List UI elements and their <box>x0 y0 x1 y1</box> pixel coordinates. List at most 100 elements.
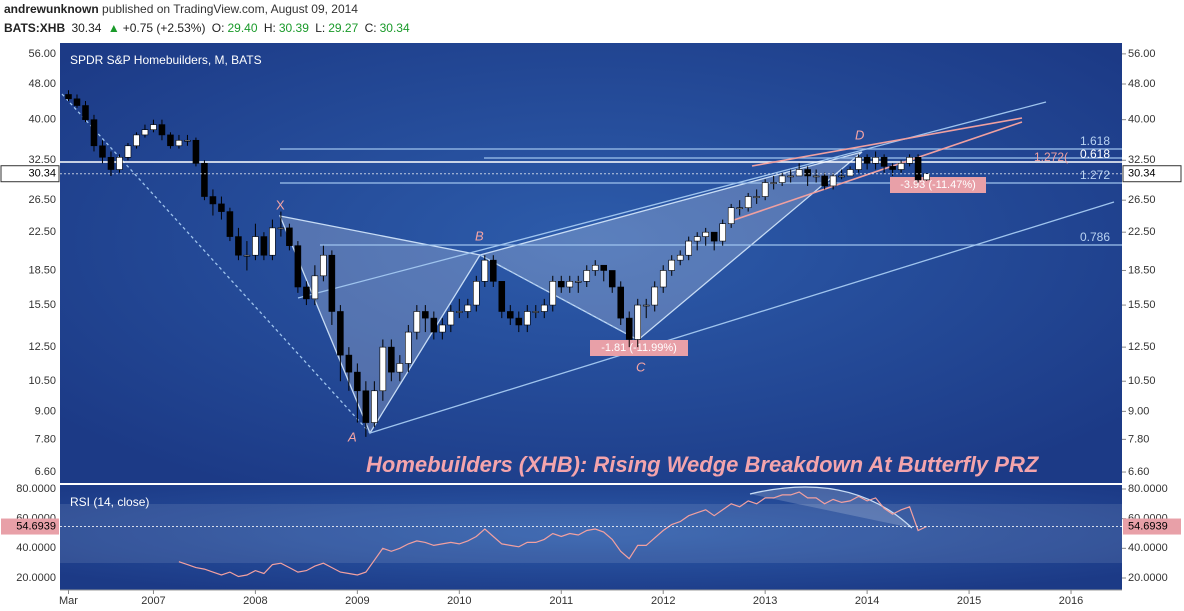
author[interactable]: andrewunknown <box>4 2 99 16</box>
candle-body <box>422 311 429 319</box>
move-label: -3.93 (-11.47%) <box>900 179 976 191</box>
published: published on TradingView.com, August 09,… <box>102 2 358 16</box>
candle-body <box>897 163 905 170</box>
candle-body <box>226 211 234 237</box>
rsi-tick-label: 20.0000 <box>1128 572 1168 584</box>
y-tick-label: 10.50 <box>1128 375 1156 387</box>
candle-body <box>583 270 591 282</box>
candle-body <box>693 236 701 242</box>
candle-body <box>600 264 608 271</box>
fib-labels: 1.618 0.618 1.272( 1.272 0.786 <box>1034 134 1110 244</box>
candle-body <box>608 270 616 288</box>
candle-body <box>413 311 421 333</box>
price: 30.34 <box>71 21 102 35</box>
rsi-band <box>60 504 1122 563</box>
point-label: X <box>276 197 285 212</box>
lower-channel <box>369 201 1115 434</box>
candle-body <box>252 236 259 256</box>
candle-body <box>65 94 72 100</box>
last-price-label: 30.34 <box>1128 168 1156 180</box>
trend-dashed <box>61 93 371 434</box>
candle-body <box>175 139 183 147</box>
candle-body <box>507 311 514 319</box>
rsi-last-label: 54.6939 <box>16 520 56 532</box>
candle-body <box>795 169 803 177</box>
candle-body <box>303 286 310 300</box>
candle-body <box>804 169 811 177</box>
last-price-label: 30.34 <box>28 168 56 180</box>
y-tick-label: 40.00 <box>28 114 56 126</box>
wedge-bottom <box>727 121 1023 223</box>
rsi-last-box <box>1123 518 1181 535</box>
candle-body <box>498 281 506 312</box>
x-tick-label: 2008 <box>243 595 267 607</box>
candle-body <box>218 203 225 212</box>
rsi-last-box <box>1 518 59 535</box>
candle-body <box>269 227 276 256</box>
y-tick-label: 56.00 <box>1128 48 1156 60</box>
candle-body <box>736 207 743 210</box>
candle-body <box>90 119 98 147</box>
candle-body <box>659 270 667 288</box>
y-tick-label: 12.50 <box>1128 341 1156 353</box>
candle-body <box>107 156 115 170</box>
wedge-upper-channel <box>297 101 1047 299</box>
candle-body <box>73 98 81 106</box>
y-tick-label: 6.60 <box>1128 466 1149 478</box>
x-tick-label: 2015 <box>957 595 981 607</box>
rsi-tick-label: 40.0000 <box>1128 542 1168 554</box>
y-tick-label: 26.50 <box>28 194 56 206</box>
candle-body <box>872 156 879 164</box>
candle-body <box>642 304 650 307</box>
candle-body <box>354 371 361 392</box>
candle-body <box>320 254 327 277</box>
up-arrow: ▲ <box>107 21 120 35</box>
candle-body <box>846 169 854 177</box>
candle-body <box>770 182 777 184</box>
candle-body <box>116 156 123 170</box>
candle-body <box>549 281 557 306</box>
candle-body <box>566 281 574 288</box>
candle-body <box>710 231 718 242</box>
candle-body <box>167 134 174 147</box>
candle-body <box>787 175 794 178</box>
candle-body <box>651 286 658 306</box>
candle-body <box>625 317 633 340</box>
candle-body <box>668 259 675 271</box>
fib-label: 1.272 <box>1080 168 1110 182</box>
move-box <box>890 177 986 193</box>
wedge-top <box>751 117 1023 167</box>
point-label: B <box>475 228 484 243</box>
candle-body <box>829 175 837 187</box>
candle-body <box>396 363 404 373</box>
candle-body <box>906 156 913 164</box>
candle-body <box>855 156 862 170</box>
high: 30.39 <box>278 21 309 35</box>
candle-body <box>141 129 149 136</box>
candle-body <box>209 196 217 205</box>
y-tick-label: 56.00 <box>28 48 56 60</box>
candle-body <box>379 346 387 392</box>
low: 29.27 <box>328 21 359 35</box>
y-tick-label: 6.60 <box>35 466 56 478</box>
candle-body <box>337 311 344 356</box>
x-tick-label: 2014 <box>855 595 879 607</box>
candle-body <box>260 236 268 256</box>
y-tick-label: 7.80 <box>35 433 56 445</box>
candle-body <box>821 175 828 187</box>
y-tick-label: 10.50 <box>28 375 56 387</box>
candle-body <box>371 390 378 423</box>
rsi-tick-label: 20.0000 <box>16 572 56 584</box>
candle-body <box>456 311 463 313</box>
candle-body <box>405 331 412 364</box>
candle-body <box>753 196 760 198</box>
candle-body <box>82 105 89 120</box>
y-tick-label: 32.50 <box>28 154 56 166</box>
pattern-labels: X A B C D <box>276 127 864 444</box>
y-tick-label: 22.50 <box>1128 226 1156 238</box>
rsi-pane <box>60 485 1122 590</box>
candle-body <box>447 311 455 326</box>
candle-body <box>761 182 769 197</box>
